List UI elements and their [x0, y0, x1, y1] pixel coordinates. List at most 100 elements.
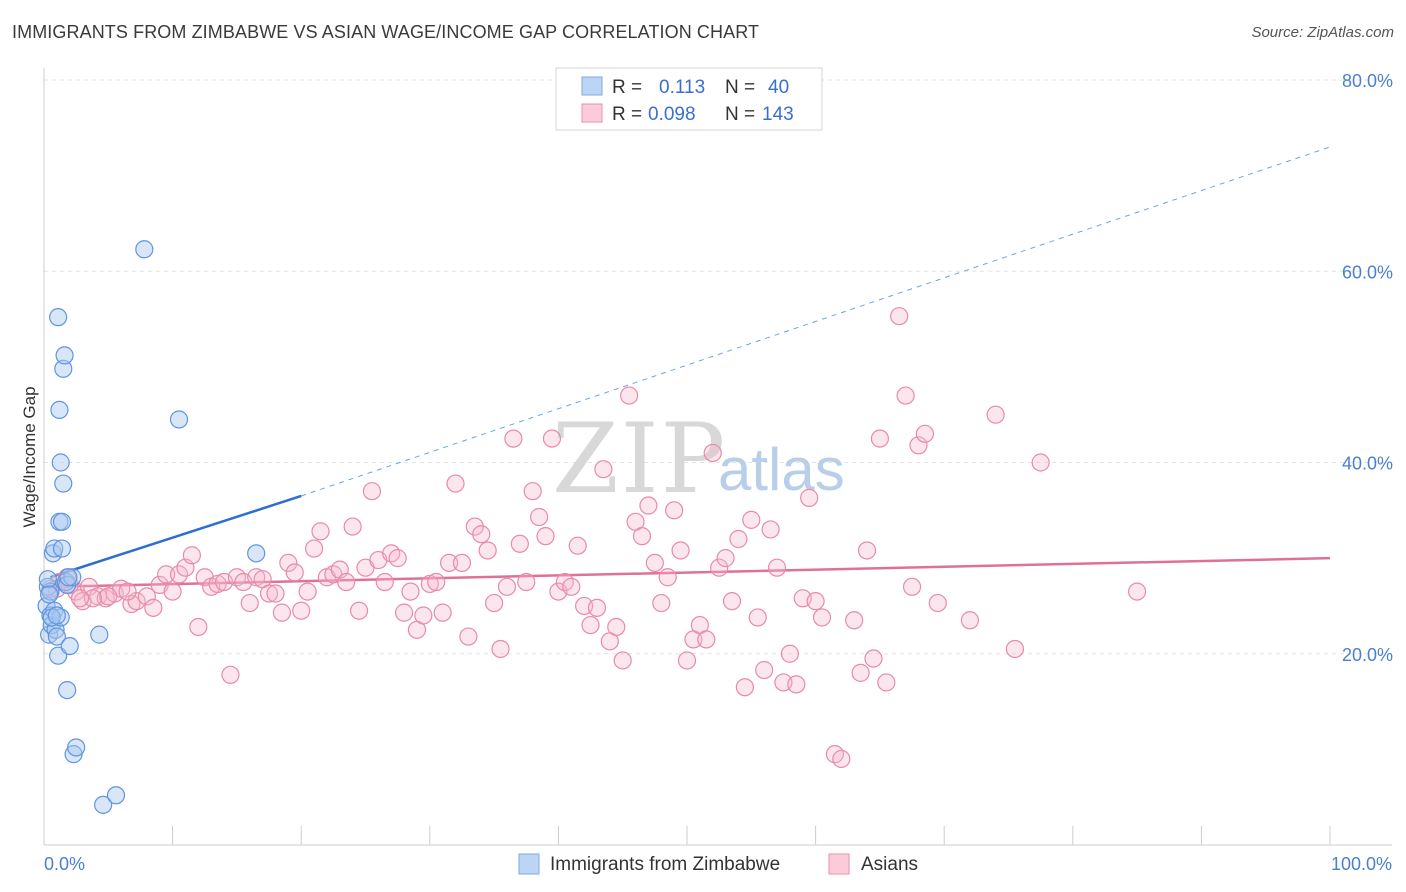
asians-point-101	[710, 558, 729, 577]
asians-point-119	[832, 749, 851, 769]
asians-point-137	[99, 587, 118, 606]
asians-point-121	[851, 663, 870, 682]
asians-point-128	[902, 577, 922, 596]
asians-point-96	[677, 651, 697, 670]
asians-point-35	[285, 563, 304, 582]
asians-point-135	[1031, 453, 1050, 472]
asians-point-16	[163, 582, 182, 601]
asians-point-126	[890, 307, 909, 326]
zimbabwe-point-30	[94, 795, 113, 814]
asians-point-79	[568, 536, 587, 555]
asians-point-20	[189, 617, 208, 637]
asians-point-23	[208, 574, 227, 594]
zimbabwe-point-19	[54, 359, 73, 378]
asians-point-116	[806, 592, 825, 611]
asians-point-64	[472, 525, 491, 544]
asians-point-78	[562, 577, 581, 596]
asians-point-37	[298, 582, 317, 601]
asians-point-69	[504, 429, 523, 448]
zimbabwe-point-10	[47, 627, 66, 646]
asians-point-73	[530, 507, 549, 527]
asians-point-39	[311, 522, 330, 541]
bottom-legend-label-asians: Asians	[861, 854, 918, 875]
chart-title: IMMIGRANTS FROM ZIMBABWE VS ASIAN WAGE/I…	[12, 22, 760, 42]
zimbabwe-point-24	[58, 680, 77, 700]
asians-point-104	[729, 529, 748, 549]
asians-point-66	[485, 593, 504, 613]
watermark-atlas: atlas	[718, 436, 845, 503]
asians-point-44	[343, 517, 362, 536]
asians-point-43	[337, 572, 356, 592]
asians-point-109	[761, 520, 780, 539]
zimbabwe-point-34	[247, 544, 266, 563]
zimbabwe-point-15	[51, 453, 70, 472]
asians-point-129	[909, 436, 928, 455]
asians-point-81	[581, 615, 600, 635]
watermark-zip: ZIP	[552, 403, 727, 515]
legend-r-value-1: 0.113	[659, 77, 705, 98]
asians-point-120	[845, 611, 864, 630]
asians-point-49	[375, 572, 394, 592]
legend-n-label-2: N =	[725, 104, 755, 125]
asians-point-94	[665, 501, 684, 520]
zimbabwe-point-37	[47, 606, 66, 625]
asians-point-127	[896, 386, 915, 405]
zimbabwe-point-13	[50, 400, 69, 420]
asians-point-115	[800, 488, 819, 507]
zimbabwe-point-26	[63, 568, 82, 587]
asians-point-95	[671, 541, 690, 560]
legend-swatch-asians	[581, 103, 603, 123]
series-asians-points	[41, 307, 1147, 769]
asians-point-83	[594, 460, 613, 479]
legend-n-label-1: N =	[725, 77, 755, 98]
zimbabwe-point-32	[135, 240, 154, 259]
asians-point-122	[857, 541, 877, 560]
asians-point-134	[1005, 639, 1025, 659]
asians-point-61	[452, 553, 472, 573]
asians-point-65	[478, 541, 497, 560]
bottom-legend-swatch-asians	[828, 853, 850, 875]
asians-point-110	[767, 558, 787, 577]
y-axis-label: Wage/Income Gap	[20, 386, 39, 527]
asians-point-58	[433, 603, 452, 622]
asians-point-51	[388, 549, 407, 568]
asians-point-28	[240, 593, 259, 613]
legend-r-label-1: R =	[612, 77, 642, 98]
legend-bottom: Immigrants from Zimbabwe Asians	[518, 853, 918, 875]
zimbabwe-point-28	[67, 738, 86, 757]
asians-point-12	[137, 587, 156, 606]
asians-point-74	[536, 527, 555, 546]
asians-point-32	[266, 584, 285, 603]
asians-point-99	[697, 630, 716, 649]
y-tick-label-80: 80.0%	[1342, 71, 1393, 91]
legend-top: R = 0.113 N = 40 R = 0.098 N = 143	[555, 67, 823, 131]
zimbabwe-point-39	[40, 585, 59, 604]
zimbabwe-point-35	[38, 570, 57, 589]
asians-point-131	[928, 593, 947, 613]
asians-point-85	[607, 617, 626, 637]
asians-point-103	[722, 592, 742, 611]
asians-point-130	[915, 424, 935, 443]
y-tick-label-40: 40.0%	[1342, 454, 1393, 474]
asians-point-100	[703, 443, 722, 463]
legend-r-label-2: R =	[612, 104, 642, 125]
trend-line-zimbabwe	[50, 494, 302, 579]
asians-point-33	[272, 603, 292, 622]
asians-point-125	[877, 673, 896, 692]
asians-point-136	[1127, 582, 1147, 601]
legend-r-value-2: 0.098	[648, 104, 696, 125]
asians-point-53	[401, 582, 420, 601]
asians-point-56	[420, 574, 439, 594]
zimbabwe-point-31	[106, 786, 126, 805]
asians-point-25	[221, 665, 240, 684]
zimbabwe-point-20	[54, 474, 73, 493]
x-tick-label-max: 100.0%	[1331, 854, 1392, 874]
asians-point-106	[742, 510, 761, 529]
asians-point-107	[748, 608, 767, 627]
asians-point-55	[414, 606, 433, 625]
asians-point-70	[510, 534, 529, 553]
bottom-legend-label-zimbabwe: Immigrants from Zimbabwe	[550, 854, 780, 875]
asians-point-117	[812, 608, 832, 627]
asians-point-38	[304, 539, 324, 558]
